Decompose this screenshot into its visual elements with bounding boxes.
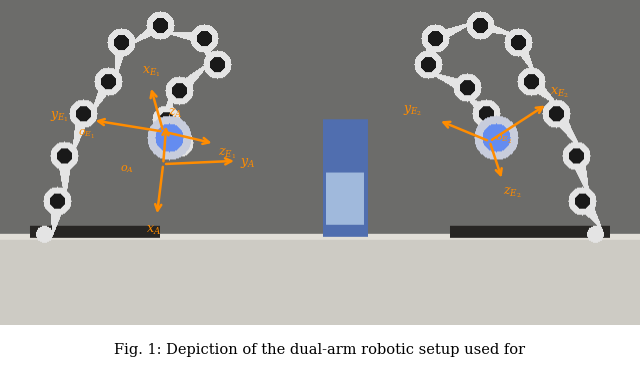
Text: $y_A$: $y_A$ (240, 156, 255, 170)
Text: $o_{E_1}$: $o_{E_1}$ (77, 128, 95, 141)
Text: $o_{E_2}$: $o_{E_2}$ (495, 133, 512, 146)
Text: $z_A$: $z_A$ (168, 107, 183, 120)
Text: Fig. 1: Depiction of the dual-arm robotic setup used for: Fig. 1: Depiction of the dual-arm roboti… (115, 343, 525, 357)
Text: $z_{E_1}$: $z_{E_1}$ (218, 147, 236, 162)
Text: $y_{E_2}$: $y_{E_2}$ (403, 103, 422, 118)
Text: $x_A$: $x_A$ (146, 224, 161, 237)
Text: $y_{E_1}$: $y_{E_1}$ (50, 110, 69, 124)
Text: $o_A$: $o_A$ (120, 164, 134, 176)
Text: $x_{E_2}$: $x_{E_2}$ (550, 86, 569, 100)
Text: $x_{E_1}$: $x_{E_1}$ (143, 64, 161, 79)
Text: $z_{E_2}$: $z_{E_2}$ (503, 186, 522, 200)
